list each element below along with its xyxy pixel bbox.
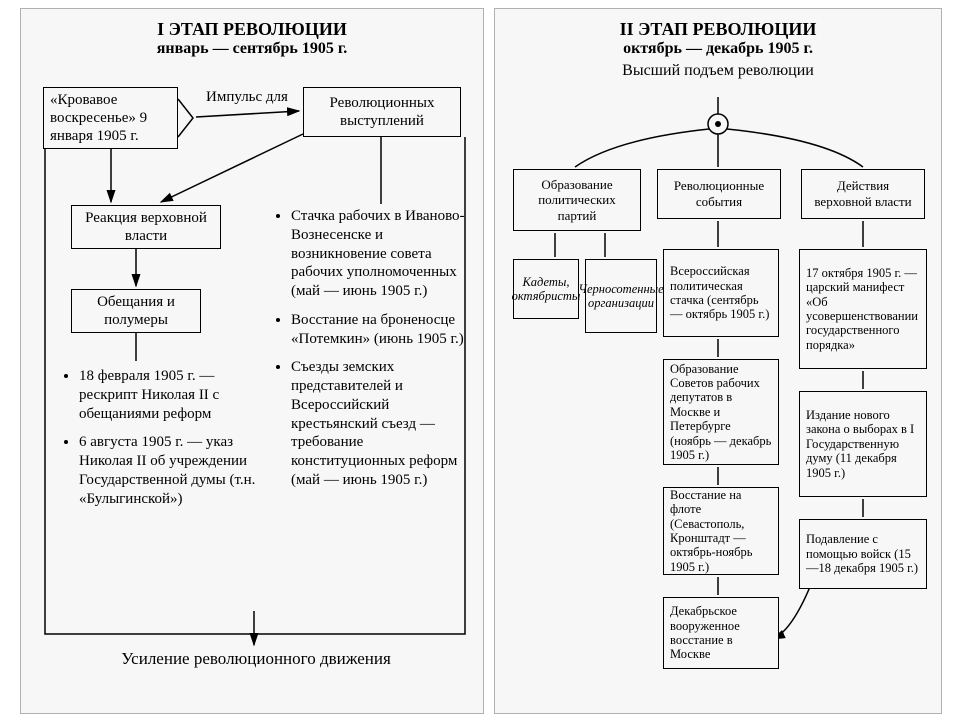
node-power-1: Издание нового закона о выборах в I Госу… — [799, 391, 927, 497]
node-power-2: Подавление с помощью войск (15—18 декабр… — [799, 519, 927, 589]
stage2-subtitle2: Высший подъем революции — [495, 62, 941, 80]
bullets-actions: Стачка рабочих в Иваново-Вознесенске и в… — [273, 207, 473, 500]
text-event-1: Образование Советов рабочих депутатов в … — [670, 362, 772, 463]
text-parties: Образование политических партий — [520, 177, 634, 224]
panel-stage-2: II ЭТАП РЕВОЛЮЦИИ октябрь — декабрь 1905… — [494, 8, 942, 714]
text-events: Революционные события — [664, 178, 774, 209]
node-events: Революционные события — [657, 169, 781, 219]
stage1-subtitle: январь — сентябрь 1905 г. — [21, 40, 483, 58]
node-event-3: Декабрьское вооруженное восстание в Моск… — [663, 597, 779, 669]
node-kadets: Кадеты, октябристы — [513, 259, 579, 319]
action-bullet-1: Восстание на броненосце «Потемкин» (июнь… — [291, 311, 473, 349]
node-bloody-sunday: «Кровавое воскресенье» 9 января 1905 г. — [43, 87, 178, 149]
text-promises: Обещания и полумеры — [78, 293, 194, 329]
label-impulse: Импульс для — [206, 89, 288, 106]
node-power: Действия верховной власти — [801, 169, 925, 219]
text-rev-actions: Революционных выступлений — [310, 94, 454, 130]
stage2-subtitle: октябрь — декабрь 1905 г. — [495, 40, 941, 58]
text-event-2: Восстание на флоте (Севастополь, Кроншта… — [670, 488, 772, 574]
node-reaction: Реакция верховной власти — [71, 205, 221, 249]
node-parties: Образование политических партий — [513, 169, 641, 231]
node-rev-actions: Революционных выступлений — [303, 87, 461, 137]
node-promises: Обещания и полумеры — [71, 289, 201, 333]
action-bullet-0: Стачка рабочих в Иваново-Вознесенске и в… — [291, 207, 473, 301]
action-bullet-2: Съезды земских представителей и Всеросси… — [291, 358, 473, 489]
stage1-title: I ЭТАП РЕВОЛЮЦИИ — [21, 19, 483, 40]
text-bloody-sunday: «Кровавое воскресенье» 9 января 1905 г. — [50, 91, 171, 145]
text-event-0: Всероссийская политическая стачка (сентя… — [670, 264, 772, 322]
node-blackhundred: Черносотенные организации — [585, 259, 657, 333]
text-power-2: Подавление с помощью войск (15—18 декабр… — [806, 532, 920, 575]
stage2-title: II ЭТАП РЕВОЛЮЦИИ — [495, 19, 941, 40]
stage1-footer: Усиление революционного движения — [101, 649, 411, 669]
text-event-3: Декабрьское вооруженное восстание в Моск… — [670, 604, 772, 662]
node-event-1: Образование Советов рабочих депутатов в … — [663, 359, 779, 465]
node-power-0: 17 октября 1905 г. — царский манифест «О… — [799, 249, 927, 369]
node-event-0: Всероссийская политическая стачка (сентя… — [663, 249, 779, 337]
text-reaction: Реакция верховной власти — [78, 209, 214, 245]
text-power-1: Издание нового закона о выборах в I Госу… — [806, 408, 920, 480]
panel-stage-1: I ЭТАП РЕВОЛЮЦИИ январь — сентябрь 1905 … — [20, 8, 484, 714]
promise-bullet-0: 18 февраля 1905 г. — рескрипт Николая II… — [79, 367, 261, 423]
text-power-0: 17 октября 1905 г. — царский манифест «О… — [806, 266, 920, 352]
text-kadets: Кадеты, октябристы — [512, 275, 581, 304]
bullets-promises: 18 февраля 1905 г. — рескрипт Николая II… — [61, 367, 261, 518]
text-power: Действия верховной власти — [808, 178, 918, 209]
node-event-2: Восстание на флоте (Севастополь, Кроншта… — [663, 487, 779, 575]
text-blackhundred: Черносотенные организации — [578, 282, 663, 311]
promise-bullet-1: 6 августа 1905 г. — указ Николая II об у… — [79, 433, 261, 508]
